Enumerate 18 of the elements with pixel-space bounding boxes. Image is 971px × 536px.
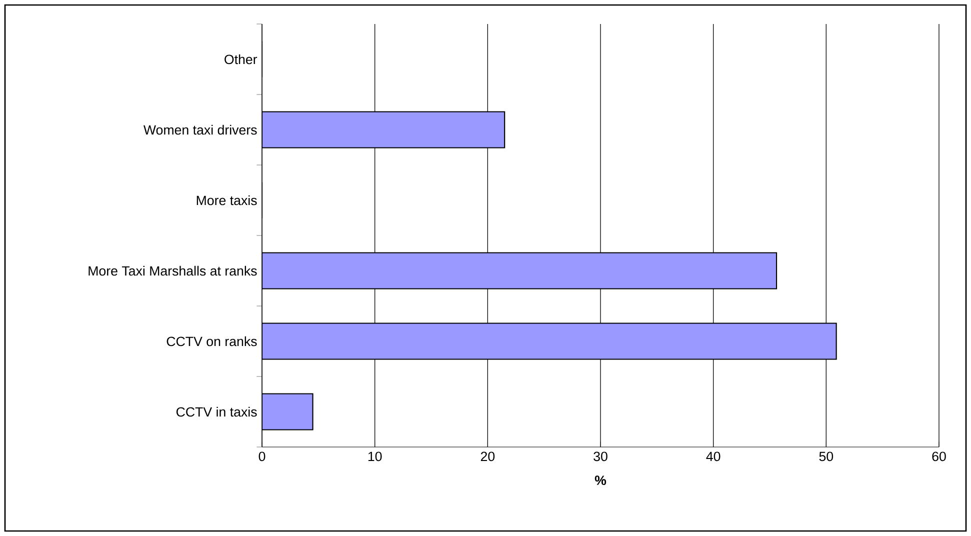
bar (262, 393, 314, 430)
y-tick-label: Other (224, 54, 258, 64)
y-tick-label: CCTV on ranks (166, 336, 257, 346)
x-tick-label: 0 (258, 452, 266, 462)
x-tick-label: 10 (368, 452, 382, 462)
bar (262, 322, 837, 360)
y-tick-label: CCTV in taxis (176, 406, 257, 417)
bar (262, 111, 506, 148)
bar (262, 252, 778, 290)
y-tick-label: Women taxi drivers (143, 124, 257, 135)
x-tick-label: 40 (706, 452, 720, 462)
x-tick-label: 20 (480, 452, 495, 462)
x-tick-label: 50 (819, 452, 834, 462)
x-tick-label: 30 (594, 452, 608, 462)
y-tick-label: More taxis (196, 195, 257, 206)
y-tick-label: More Taxi Marshalls at ranks (88, 266, 257, 276)
x-tick-label: 60 (932, 452, 946, 462)
x-axis-title: % (594, 476, 606, 486)
